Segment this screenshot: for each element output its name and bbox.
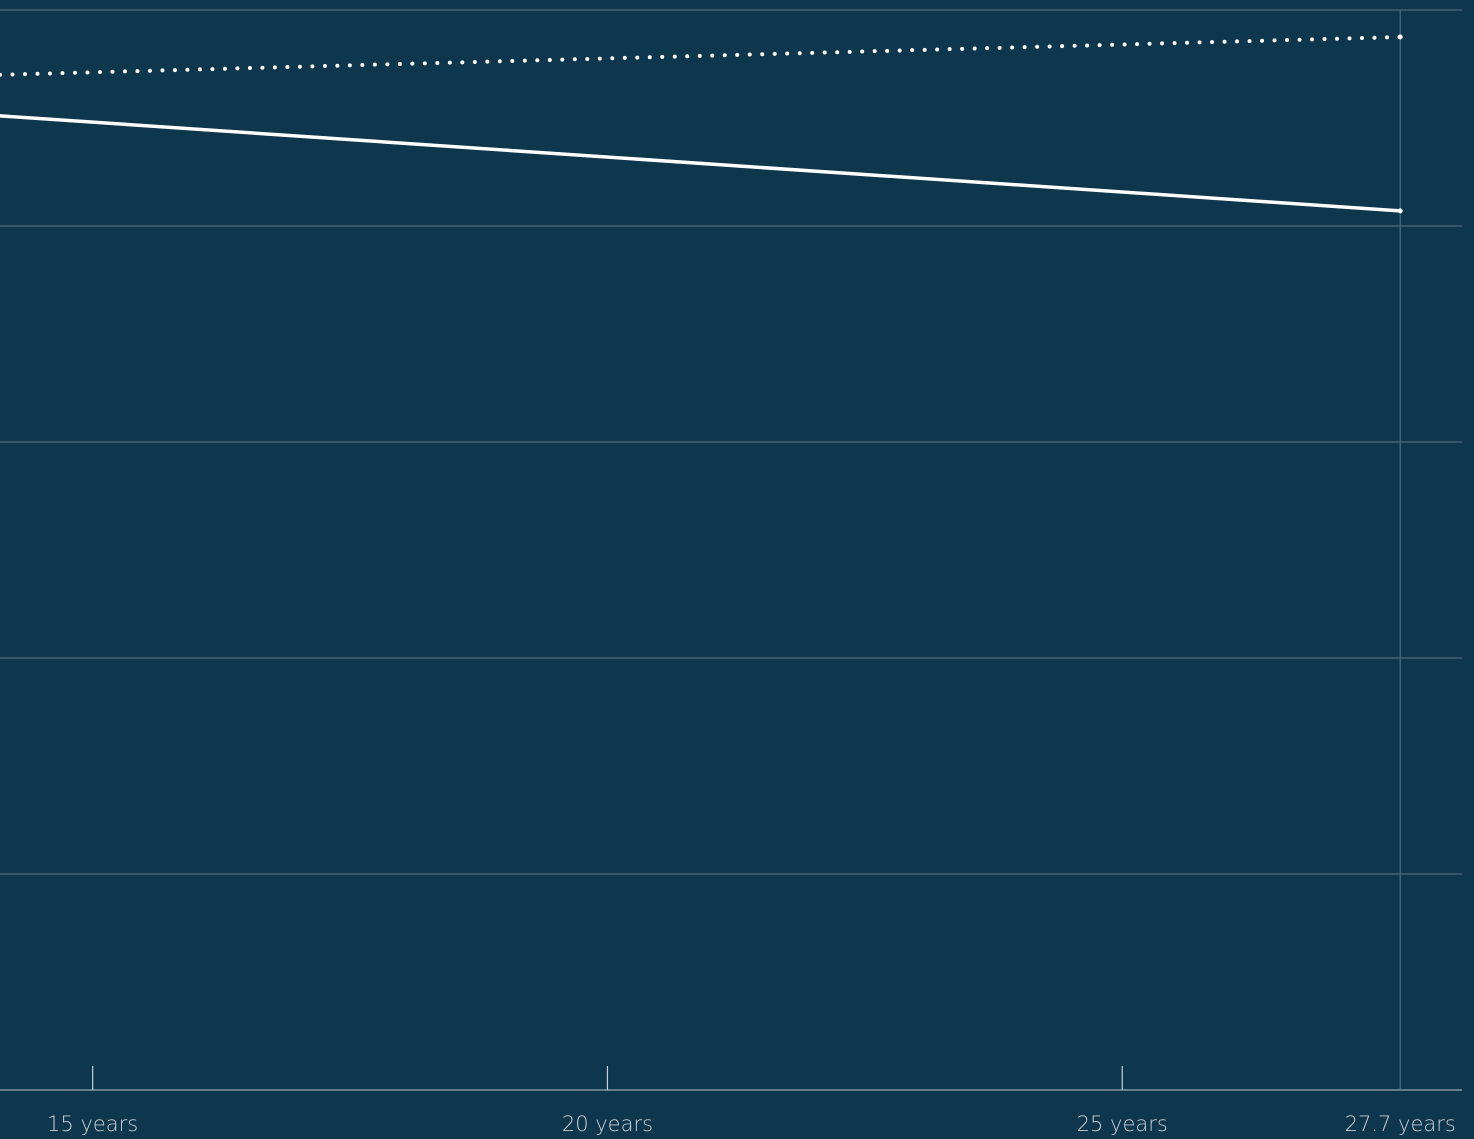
x-tick-label: 15 years [47,1112,138,1136]
x-tick-label: 27.7 years [1345,1112,1456,1136]
end-dot [1397,34,1403,40]
x-tick-label: 25 years [1077,1112,1168,1136]
x-tick-label: 20 years [562,1112,653,1136]
end-dot [1397,208,1403,214]
series-line [0,114,1402,213]
series-line [0,35,1403,77]
